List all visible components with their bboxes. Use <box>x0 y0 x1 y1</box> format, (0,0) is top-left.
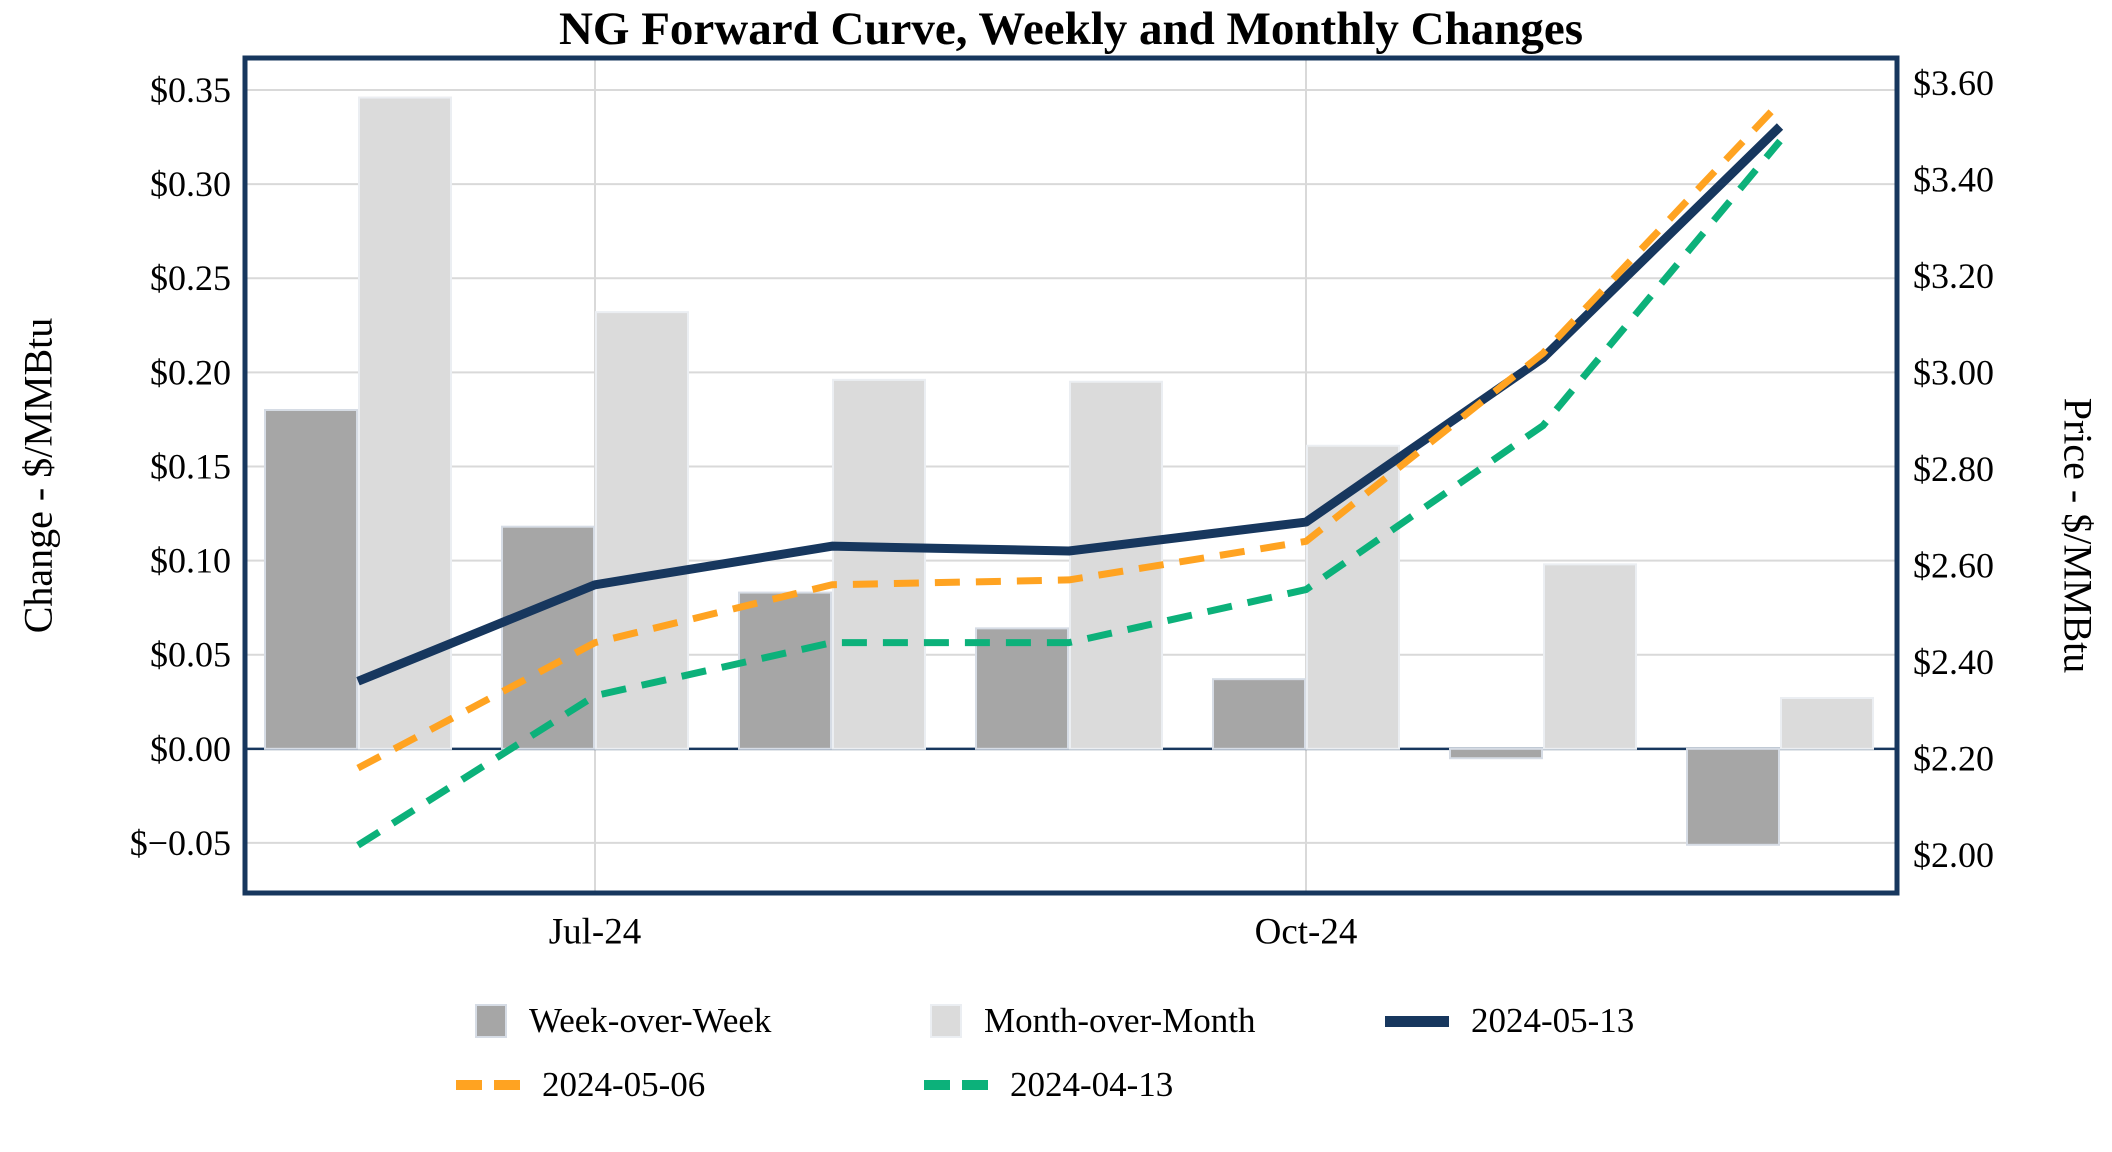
legend-item-month-over-month: Month-over-Month <box>930 1001 1256 1041</box>
bar-week-over-week-dec-24 <box>1686 747 1780 846</box>
bar-week-over-week-jul-24 <box>501 525 595 750</box>
legend-swatch-week-over-week <box>475 1004 507 1038</box>
bar-month-over-month-aug-24 <box>832 378 926 750</box>
left-axis-tick-label: $0.30 <box>150 164 231 204</box>
line-2024-05-13 <box>356 123 1784 686</box>
legend-item-2024-05-06: 2024-05-06 <box>456 1065 705 1105</box>
left-axis-tick-label: $0.25 <box>150 258 231 298</box>
right-axis-tick-label: $3.40 <box>1913 160 1994 200</box>
legend-line-solid <box>1385 1015 1449 1027</box>
legend-label: 2024-05-06 <box>542 1065 706 1104</box>
bar-week-over-week-sep-24 <box>975 627 1069 750</box>
legend-line-dashed-orange <box>456 1080 520 1090</box>
bar-week-over-week-jun-24 <box>264 408 358 750</box>
right-axis-tick-label: $3.00 <box>1913 353 1994 393</box>
left-axis-tick-label: $0.20 <box>150 352 231 392</box>
bar-month-over-month-oct-24 <box>1306 444 1400 750</box>
legend-line-dashed-green <box>924 1080 988 1090</box>
legend-label: 2024-04-13 <box>1010 1065 1174 1104</box>
legend-label: Month-over-Month <box>984 1001 1256 1040</box>
legend-label: 2024-05-13 <box>1471 1001 1635 1040</box>
bar-month-over-month-dec-24 <box>1780 696 1874 750</box>
left-axis-tick-label: $0.00 <box>150 729 231 769</box>
legend-item-2024-04-13: 2024-04-13 <box>924 1065 1173 1105</box>
legend-item-week-over-week: Week-over-Week <box>475 1001 771 1041</box>
line-2024-05-06 <box>356 99 1783 772</box>
plot-border <box>242 55 1900 896</box>
right-axis-tick-label: $2.60 <box>1913 545 1994 585</box>
bar-week-over-week-oct-24 <box>1212 678 1306 750</box>
right-axis-tick-label: $3.20 <box>1913 256 1994 296</box>
bar-month-over-month-jul-24 <box>595 311 689 750</box>
line-2024-04-13 <box>356 138 1783 849</box>
right-axis-tick-label: $2.40 <box>1913 642 1994 682</box>
right-axis-tick-label: $2.20 <box>1913 738 1994 778</box>
right-axis-tick-label: $3.60 <box>1913 63 1994 103</box>
bar-week-over-week-aug-24 <box>738 591 832 750</box>
legend-item-2024-05-13: 2024-05-13 <box>1385 1001 1634 1041</box>
bar-week-over-week-nov-24 <box>1449 747 1543 760</box>
legend-label: Week-over-Week <box>529 1001 772 1040</box>
right-axis-title: Price - $/MMBtu <box>2056 398 2101 674</box>
left-axis-tick-label: $0.35 <box>150 70 231 110</box>
bar-month-over-month-nov-24 <box>1543 563 1637 750</box>
right-axis-tick-label: $2.80 <box>1913 449 1994 489</box>
left-axis-tick-label: $0.10 <box>150 541 231 581</box>
x-axis-tick-label: Jul-24 <box>549 912 642 953</box>
left-axis-title: Change - $/MMBtu <box>16 318 61 634</box>
left-axis-tick-label: $−0.05 <box>130 823 231 863</box>
x-axis-tick-label: Oct-24 <box>1255 912 1358 953</box>
left-axis-tick-label: $0.05 <box>150 635 231 675</box>
legend-swatch-month-over-month <box>930 1004 962 1038</box>
chart-title: NG Forward Curve, Weekly and Monthly Cha… <box>558 3 1584 55</box>
right-axis-tick-label: $2.00 <box>1913 835 1994 875</box>
bar-month-over-month-jun-24 <box>358 96 452 750</box>
left-axis-tick-label: $0.15 <box>150 446 231 486</box>
